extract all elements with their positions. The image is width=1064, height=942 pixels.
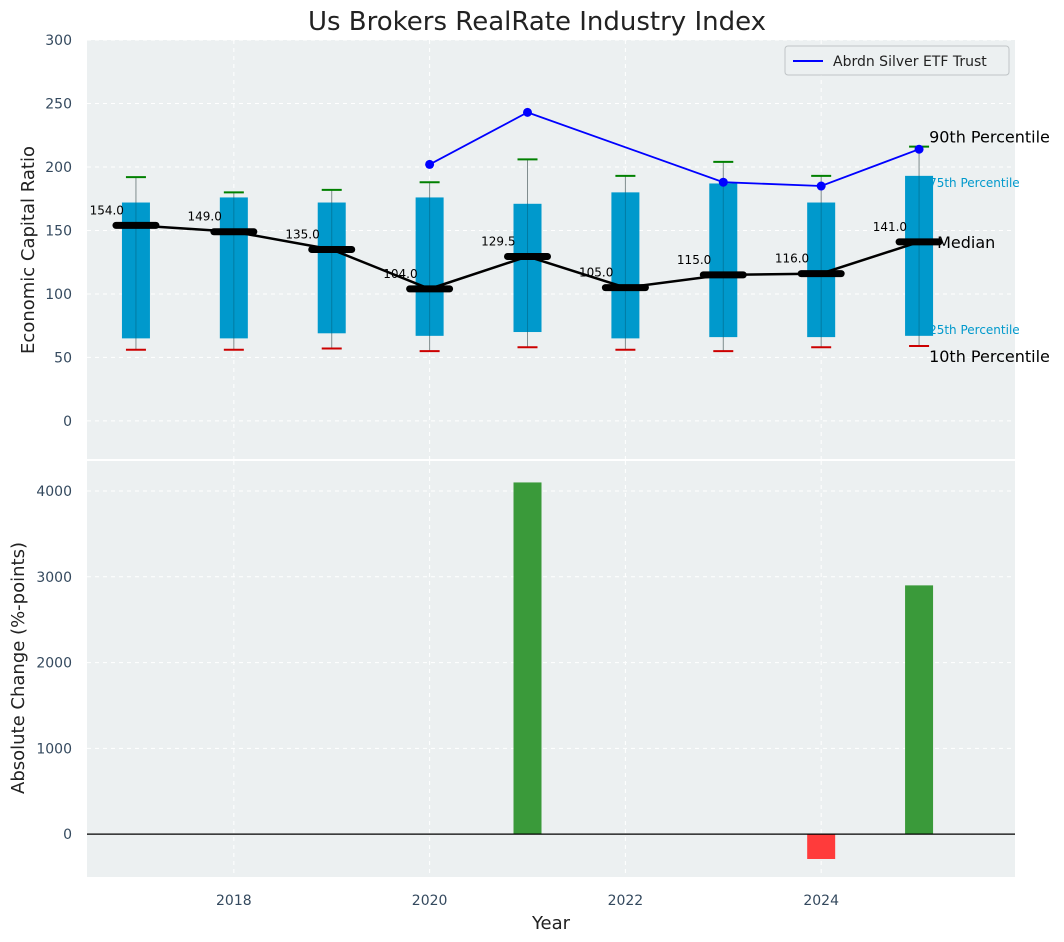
etf-series-point bbox=[425, 159, 435, 169]
bottom-y-tick-label: 1000 bbox=[36, 741, 72, 757]
median-value-label: 116.0 bbox=[775, 252, 809, 266]
x-tick-label: 2020 bbox=[412, 893, 448, 909]
x-tick-label: 2024 bbox=[803, 893, 839, 909]
annotation-median: Median bbox=[937, 233, 995, 252]
annotation-p25: 25th Percentile bbox=[929, 323, 1020, 337]
top-y-tick-label: 0 bbox=[63, 414, 72, 430]
bottom-y-tick-label: 2000 bbox=[36, 656, 72, 672]
median-value-label: 115.0 bbox=[677, 253, 711, 267]
legend: Abrdn Silver ETF Trust bbox=[784, 45, 1010, 76]
x-tick-label: 2018 bbox=[216, 893, 252, 909]
median-value-label: 135.0 bbox=[285, 228, 319, 242]
top-y-tick-label: 300 bbox=[45, 33, 72, 49]
legend-label: Abrdn Silver ETF Trust bbox=[833, 54, 987, 70]
etf-series-point bbox=[816, 181, 826, 191]
annotation-p10: 10th Percentile bbox=[929, 347, 1050, 366]
x-tick-label: 2022 bbox=[608, 893, 644, 909]
bottom-y-tick-label: 4000 bbox=[36, 484, 72, 500]
median-value-label: 129.5 bbox=[481, 234, 515, 248]
median-value-label: 154.0 bbox=[90, 203, 124, 217]
top-marks: 154.0 149.0 135.0 104.0 129.5 105.0 115.0 116.0… bbox=[90, 107, 1050, 366]
median-value-label: 149.0 bbox=[187, 210, 221, 224]
median-value-label: 141.0 bbox=[873, 220, 907, 234]
median-value-label: 104.0 bbox=[383, 267, 417, 281]
annotation-p75: 75th Percentile bbox=[929, 176, 1020, 190]
change-bar bbox=[513, 482, 542, 835]
etf-series-point bbox=[718, 177, 728, 187]
legend-box bbox=[784, 45, 1010, 76]
top-y-tick-label: 200 bbox=[45, 160, 72, 176]
change-bar bbox=[905, 585, 934, 835]
bottom-y-tick-label: 0 bbox=[63, 827, 72, 843]
bottom-plot-area bbox=[87, 461, 1015, 877]
chart-title: Us Brokers RealRate Industry Index bbox=[308, 7, 766, 37]
change-bar bbox=[807, 834, 836, 859]
annotation-p90: 90th Percentile bbox=[929, 128, 1050, 147]
top-y-tick-label: 250 bbox=[45, 96, 72, 112]
top-y-tick-label: 100 bbox=[45, 287, 72, 303]
top-y-tick-label: 150 bbox=[45, 223, 72, 239]
etf-series-point bbox=[914, 144, 924, 154]
x-axis-label: Year bbox=[531, 913, 571, 934]
bottom-marks bbox=[87, 482, 1015, 859]
etf-series-point bbox=[523, 107, 533, 117]
top-y-tick-label: 50 bbox=[54, 350, 72, 366]
bottom-y-axis-label: Absolute Change (%-points) bbox=[8, 542, 29, 794]
top-y-axis-label: Economic Capital Ratio bbox=[18, 146, 39, 354]
bottom-y-tick-label: 3000 bbox=[36, 570, 72, 586]
median-value-label: 105.0 bbox=[579, 266, 613, 280]
